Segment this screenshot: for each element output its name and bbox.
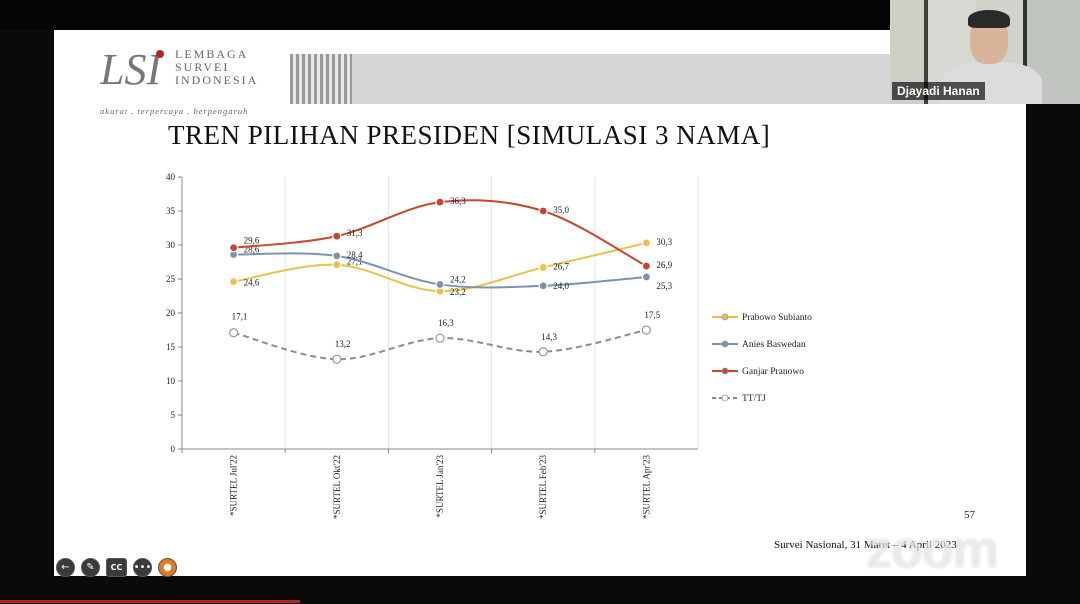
logo-tagline: akurat . terpercaya . berpengaruh [100,106,249,116]
data-label: 23,2 [450,287,466,297]
data-label: 17,1 [232,312,248,322]
y-tick-label: 30 [166,240,176,250]
logo-line-2: SURVEI [175,60,230,74]
legend-marker [721,313,729,321]
y-tick-label: 10 [166,376,176,386]
data-point [538,262,548,273]
slide-footer: Survei Nasional, 31 Maret – 4 April 2023 [774,539,957,551]
data-label: 24,0 [553,281,569,291]
data-point [332,260,342,270]
legend-marker [721,367,729,375]
y-tick-label: 0 [171,444,176,454]
x-tick-label: *SURTEL Apr'23 [641,455,651,519]
data-label: 35,0 [553,205,569,215]
y-tick-label: 25 [166,274,176,284]
data-point [641,272,652,282]
more-icon[interactable]: ••• [133,557,152,577]
y-tick-label: 20 [166,308,176,318]
participant-name-label: Djayadi Hanan [892,82,985,100]
y-tick-label: 40 [166,172,176,182]
logo-wordmark: LEMBAGA SURVEI INDONESIA [175,48,258,87]
x-tick-label: *SURTEL Feb'23 [538,455,548,519]
legend-marker [721,340,729,348]
record-icon[interactable]: ● [158,557,177,577]
lsi-logo-mark: LSI [99,45,164,94]
data-point [332,251,342,261]
data-point [229,328,239,338]
lsi-logo: LSI LEMBAGA SURVEI INDONESIA akurat . te… [99,44,310,124]
closed-caption-icon[interactable]: CC [106,557,127,577]
x-tick-label: *SURTEL Jan'23 [435,455,445,518]
legend-label: TT/TJ [742,394,766,404]
legend-label: Anies Baswedan [742,340,806,350]
slide-title: TREN PILIHAN PRESIDEN [SIMULASI 3 NAMA] [168,120,771,150]
playback-progress-bar[interactable] [0,600,300,603]
logo-line-1: LEMBAGA [175,47,249,61]
data-point [538,347,548,357]
data-label: 13,2 [335,339,351,349]
data-label: 31,3 [347,228,363,238]
data-point [641,238,652,248]
data-point [435,279,445,290]
data-label: 24,6 [244,278,260,288]
line-chart: 0 5 10 15 20 25 30 35 40 *SURTEL Jul'22 *SURTEL Ok… [166,172,812,519]
data-point [641,325,652,335]
data-label: 30,3 [656,237,672,247]
x-tick-label: *SURTEL Jul'22 [229,455,239,516]
zoom-watermark: zoom [866,521,999,579]
presentation-slide: LSI LEMBAGA SURVEI INDONESIA akurat . te… [54,30,1026,576]
data-label: 28,6 [244,245,260,255]
data-label: 25,3 [656,281,672,291]
data-label: 26,7 [553,261,569,271]
data-label: 27,1 [347,257,363,267]
annotation-toolbar: ← ✎ CC ••• ● [56,557,177,577]
data-label: 26,9 [656,260,672,270]
page-number: 57 [964,509,975,521]
webcam-video-tile[interactable]: Djayadi Hanan [890,0,1080,104]
series-line [233,199,647,267]
participant-hair [968,10,1010,28]
data-label: 24,2 [450,274,466,284]
pencil-icon[interactable]: ✎ [81,557,100,577]
data-label: 36,3 [450,196,466,206]
data-label: 17,5 [644,310,660,320]
legend-label: Prabowo Subianto [742,313,812,323]
back-arrow-icon[interactable]: ← [56,557,75,577]
header-stripes [290,54,352,104]
data-point [435,197,445,207]
data-label: 16,3 [438,318,454,328]
data-point [332,354,342,364]
logo-line-3: INDONESIA [175,73,259,87]
legend-label: Ganjar Pranowo [742,367,804,377]
data-point [538,281,548,291]
data-point [229,277,239,287]
data-point [641,261,652,271]
data-point [538,206,548,216]
data-point [332,231,342,241]
data-label: 14,3 [541,332,557,342]
x-tick-label: *SURTEL Okt'22 [332,455,342,519]
y-tick-label: 5 [171,410,176,420]
y-tick-label: 15 [166,342,176,352]
data-label: 28,4 [347,250,363,260]
data-point [229,243,239,253]
legend-marker [721,394,729,402]
y-tick-label: 35 [166,206,176,216]
svg-text:LSI: LSI [100,45,163,94]
data-point [435,333,445,343]
data-label: 29,6 [244,236,260,246]
